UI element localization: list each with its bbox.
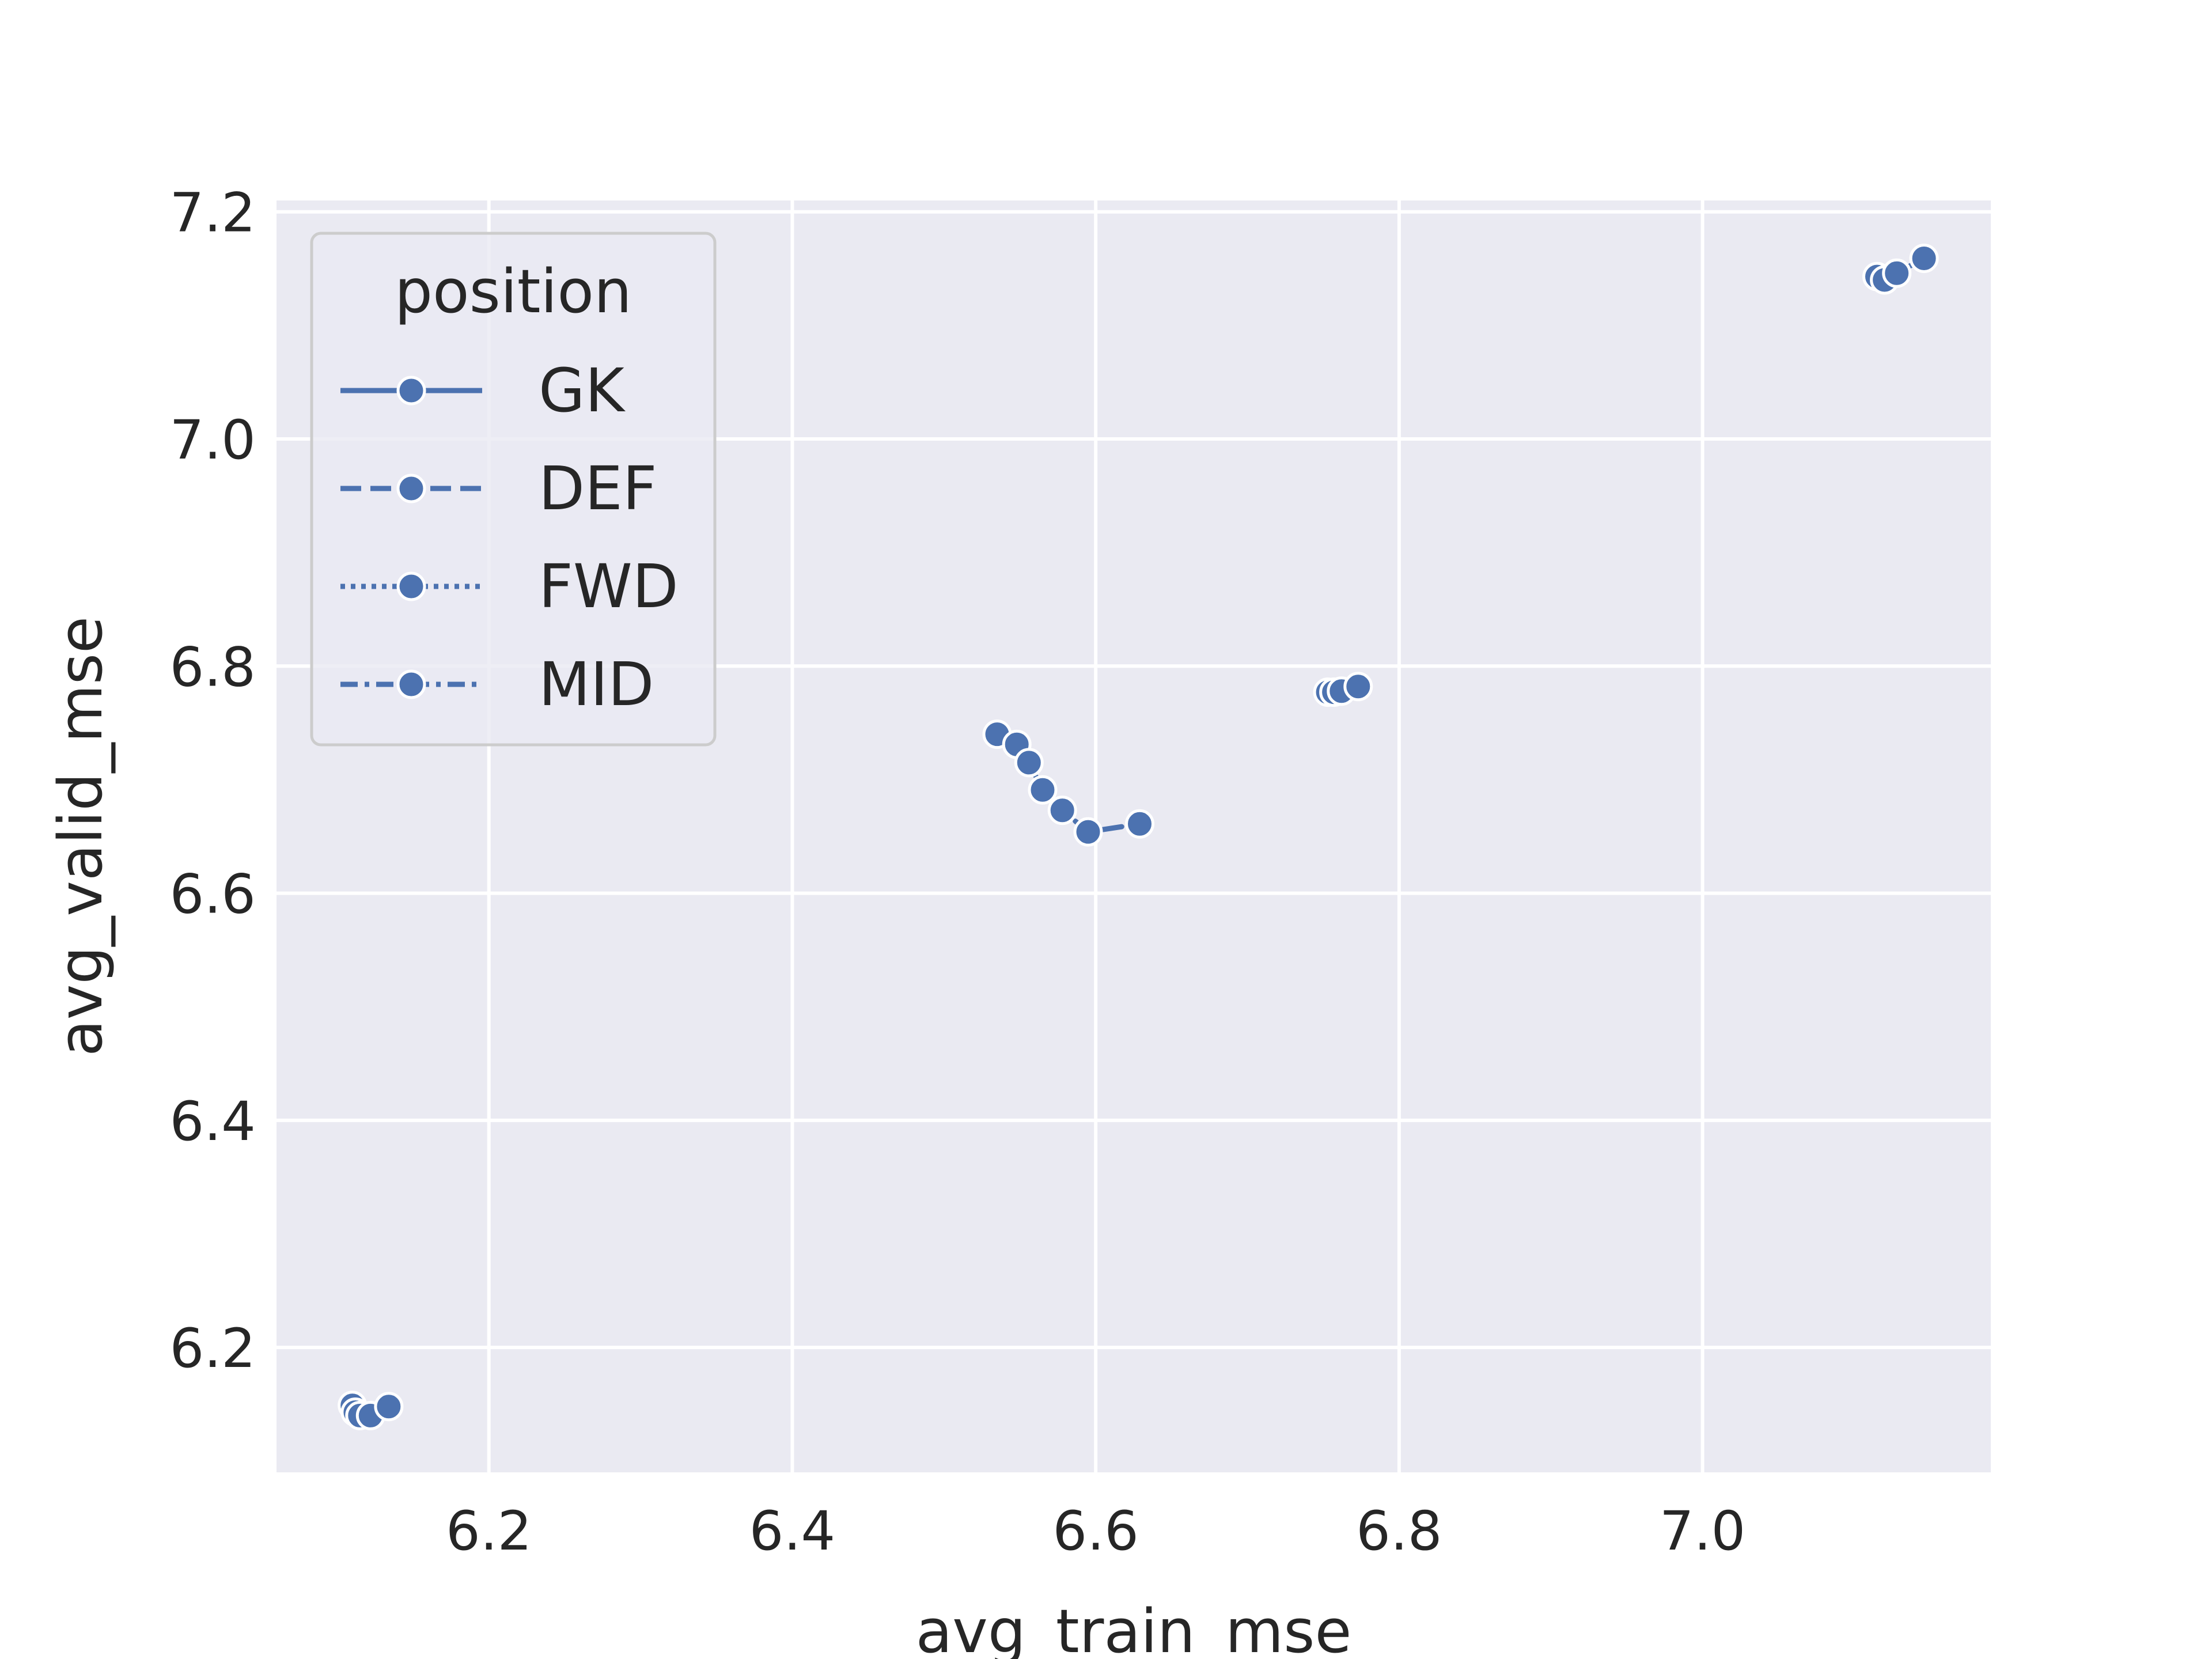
x-tick-label: 6.8 <box>1356 1500 1442 1563</box>
legend-label: DEF <box>539 453 657 524</box>
x-tick-label: 6.2 <box>446 1500 532 1563</box>
legend-item-gk: GK <box>340 355 626 426</box>
data-point <box>1125 809 1154 839</box>
data-point <box>1343 672 1373 702</box>
data-point <box>1073 817 1103 847</box>
legend-title: position <box>395 256 632 327</box>
legend-items: GK DEF FWD MID <box>340 355 679 719</box>
y-tick-label: 6.4 <box>170 1090 256 1153</box>
x-tick-label: 6.6 <box>1052 1500 1139 1563</box>
legend-marker <box>396 669 426 699</box>
x-tick-label: 6.4 <box>749 1500 836 1563</box>
legend-item-mid: MID <box>340 649 654 719</box>
legend-item-def: DEF <box>340 453 657 524</box>
legend-label: FWD <box>539 551 679 622</box>
series-def <box>982 719 1154 847</box>
data-point <box>1047 796 1077 825</box>
data-point <box>1882 258 1912 288</box>
series-layer <box>338 244 1939 1430</box>
legend-item-fwd: FWD <box>340 551 679 622</box>
data-point <box>1028 775 1058 805</box>
legend-label: GK <box>539 355 626 426</box>
x-tick-labels: 6.2 6.4 6.6 6.8 7.0 <box>446 1500 1745 1563</box>
y-axis-label: avg_valid_mse <box>46 616 116 1056</box>
series-mid <box>338 1391 404 1430</box>
y-tick-label: 6.6 <box>170 863 256 926</box>
legend-marker <box>396 571 426 601</box>
legend-label: MID <box>539 649 654 719</box>
legend-box <box>310 232 717 747</box>
data-point <box>374 1392 404 1422</box>
data-point <box>1014 748 1044 778</box>
series-gk <box>1862 244 1939 295</box>
legend-marker <box>396 376 426 406</box>
y-tick-label: 6.2 <box>170 1317 256 1380</box>
legend-marker <box>396 474 426 503</box>
series-fwd <box>1313 672 1373 707</box>
data-point <box>1909 244 1939 273</box>
legend: position GK DEF FWD MID <box>310 232 717 747</box>
y-tick-label: 6.8 <box>170 636 256 699</box>
y-tick-label: 7.2 <box>170 182 256 245</box>
y-tick-labels: 6.2 6.4 6.6 6.8 7.0 7.2 <box>170 182 256 1380</box>
y-tick-label: 7.0 <box>170 409 256 472</box>
x-tick-label: 7.0 <box>1660 1500 1746 1563</box>
x-axis-label: avg_train_mse <box>916 1596 1352 1659</box>
